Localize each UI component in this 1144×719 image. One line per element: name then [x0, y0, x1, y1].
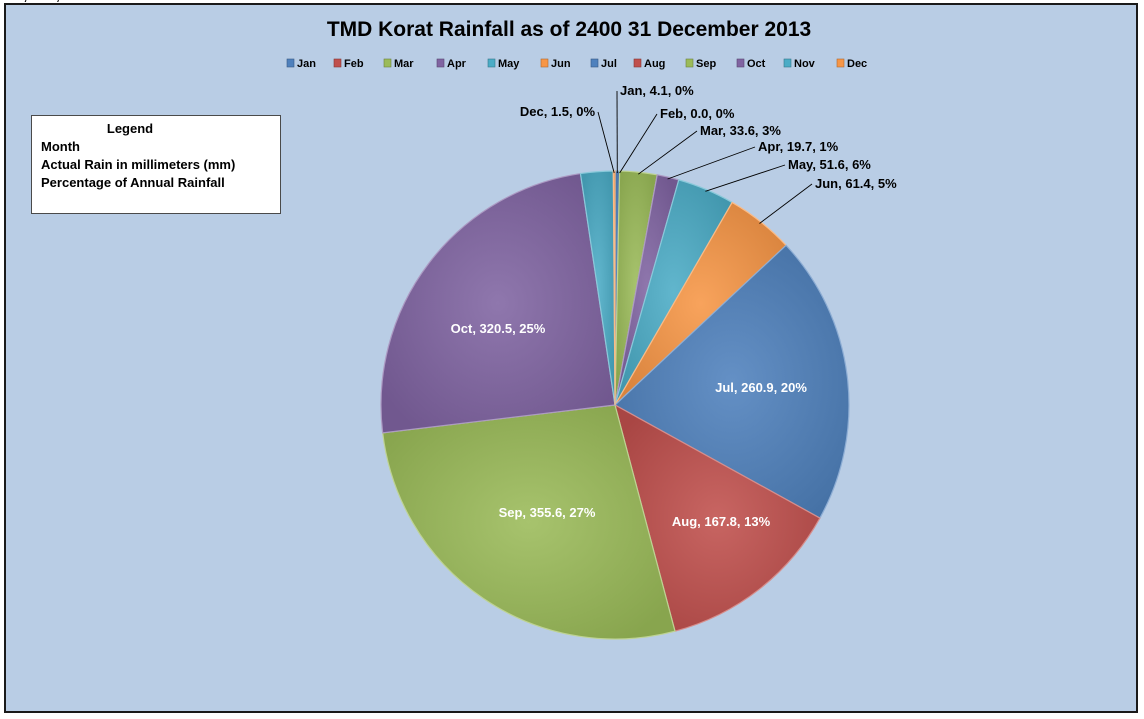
legend-swatch-may [487, 58, 496, 68]
legend-swatch-apr [436, 58, 445, 68]
legend-entry-sep: Sep [685, 58, 716, 70]
legend-entry-jan: Jan [286, 58, 316, 70]
legend-box-line-percentage: Percentage of Annual Rainfall [41, 175, 225, 190]
data-label-aug: Aug, 167.8, 13% [672, 514, 771, 529]
data-label-nov: Nov, 29.3, 2% [0, 0, 83, 3]
legend-entry-nov: Nov [783, 58, 816, 70]
legend-label-feb: Feb [344, 58, 364, 70]
data-label-may: May, 51.6, 6% [788, 157, 871, 172]
data-label-dec: Dec, 1.5, 0% [520, 104, 596, 119]
legend-box-title: Legend [106, 121, 154, 136]
legend-box-line-month: Month [41, 139, 80, 154]
data-label-sep: Sep, 355.6, 27% [499, 505, 596, 520]
data-label-jul: Jul, 260.9, 20% [715, 380, 807, 395]
pie-slice-oct [380, 172, 616, 434]
data-label-feb: Feb, 0.0, 0% [660, 106, 735, 121]
legend-swatch-sep [685, 58, 694, 68]
legend-box: Legend Month Actual Rain in millimeters … [31, 115, 281, 214]
leader-lines [597, 90, 813, 224]
legend-entry-may: May [487, 58, 520, 70]
leader-line-dec [597, 111, 615, 174]
legend-entry-oct: Oct [736, 58, 766, 70]
pie-slice-jul [613, 244, 850, 519]
leader-line-feb [619, 113, 658, 174]
legend-swatch-oct [736, 58, 745, 68]
legend-swatch-aug [633, 58, 642, 68]
legend-swatch-jan [286, 58, 295, 68]
legend-label-nov: Nov [794, 58, 816, 70]
legend-swatch-jul [590, 58, 599, 68]
legend-label-may: May [498, 58, 520, 70]
legend-entry-dec: Dec [836, 58, 867, 70]
leader-line-mar [638, 130, 698, 175]
legend-swatch-feb [333, 58, 342, 68]
legend-label-sep: Sep [696, 58, 716, 70]
legend-entry-jun: Jun [540, 58, 571, 70]
pie-slices [380, 170, 850, 640]
leader-line-apr [667, 146, 756, 180]
leader-line-may [705, 164, 786, 192]
legend-label-jan: Jan [297, 58, 316, 70]
legend-box-line-rain: Actual Rain in millimeters (mm) [41, 157, 236, 172]
legend-entry-apr: Apr [436, 58, 467, 70]
legend-swatch-dec [836, 58, 845, 68]
chart-title: TMD Korat Rainfall as of 2400 31 Decembe… [326, 18, 812, 41]
data-label-oct: Oct, 320.5, 25% [451, 321, 546, 336]
pie-slice-sep [381, 404, 676, 640]
data-labels: Jan, 4.1, 0%Feb, 0.0, 0%Mar, 33.6, 3%Apr… [0, 0, 897, 529]
legend-swatch-jun [540, 58, 549, 68]
legend-label-jun: Jun [551, 58, 571, 70]
legend-label-aug: Aug [644, 58, 665, 70]
legend-swatch-nov [783, 58, 792, 68]
series-legend: Jan Feb Mar Apr May Jun Jul Aug Sep Oct Nov Dec [286, 58, 867, 70]
leader-line-jun [759, 183, 813, 224]
legend-label-jul: Jul [601, 58, 617, 70]
pie-slice-aug [614, 403, 821, 632]
data-label-jan: Jan, 4.1, 0% [620, 83, 694, 98]
legend-label-apr: Apr [447, 58, 467, 70]
legend-entry-jul: Jul [590, 58, 617, 70]
legend-label-oct: Oct [747, 58, 766, 70]
legend-swatch-mar [383, 58, 392, 68]
data-label-jun: Jun, 61.4, 5% [815, 176, 897, 191]
legend-entry-mar: Mar [383, 58, 414, 70]
legend-entry-feb: Feb [333, 58, 364, 70]
legend-entry-aug: Aug [633, 58, 665, 70]
legend-label-dec: Dec [847, 58, 867, 70]
data-label-apr: Apr, 19.7, 1% [758, 139, 839, 154]
legend-label-mar: Mar [394, 58, 414, 70]
data-label-mar: Mar, 33.6, 3% [700, 123, 781, 138]
